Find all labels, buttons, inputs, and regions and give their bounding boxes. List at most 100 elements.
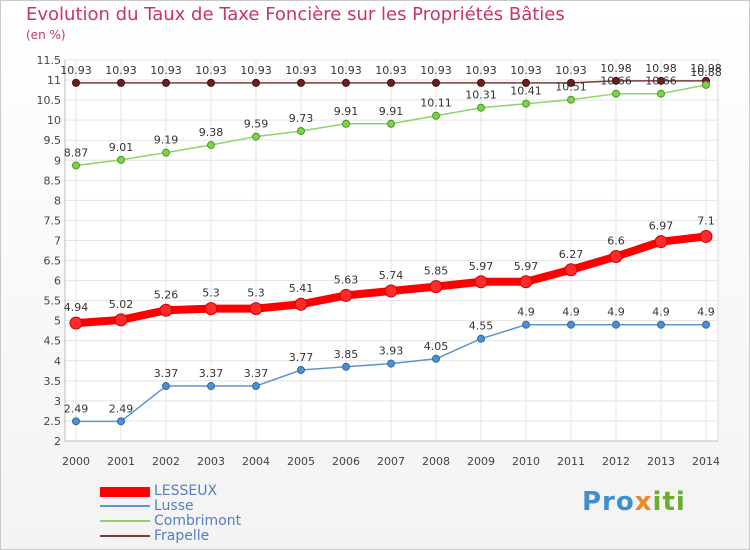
y-tick-label: 3 (54, 395, 61, 408)
data-point-frapelle (477, 78, 485, 87)
data-label-frapelle: 10.93 (465, 64, 497, 77)
data-label-combrimont: 9.73 (289, 112, 314, 125)
data-point-lesseux (114, 313, 128, 327)
data-label-lusse: 4.05 (424, 340, 449, 353)
legend-label-lusse: Lusse (154, 498, 194, 514)
data-point-lesseux (699, 229, 713, 243)
data-label-lusse: 4.9 (607, 306, 625, 319)
data-label-lesseux: 5.97 (514, 260, 539, 273)
data-point-frapelle (207, 78, 215, 87)
data-point-combrimont (252, 132, 260, 141)
data-point-lusse (207, 382, 215, 391)
data-label-combrimont: 10.88 (690, 66, 722, 79)
chart-title: Evolution du Taux de Taxe Foncière sur l… (26, 4, 565, 25)
x-tick-label: 2010 (512, 455, 540, 468)
data-label-combrimont: 9.38 (199, 126, 224, 139)
data-point-combrimont (702, 80, 710, 89)
data-point-frapelle (297, 78, 305, 87)
x-tick-label: 2002 (152, 455, 180, 468)
y-tick-label: 5 (54, 315, 61, 328)
data-point-combrimont (567, 95, 575, 104)
data-point-combrimont (117, 155, 125, 164)
data-point-lusse (477, 334, 485, 343)
data-point-lusse (522, 320, 530, 329)
y-tick-label: 11 (47, 74, 61, 87)
data-point-frapelle (432, 78, 440, 87)
data-label-combrimont: 8.87 (64, 146, 89, 159)
data-label-combrimont: 9.59 (244, 118, 269, 131)
data-label-lesseux: 6.6 (607, 235, 625, 248)
data-label-frapelle: 10.93 (510, 64, 542, 77)
data-point-combrimont (612, 89, 620, 98)
x-tick-label: 2001 (107, 455, 135, 468)
y-tick-label: 8.5 (44, 174, 62, 187)
data-point-combrimont (72, 161, 80, 170)
y-tick-label: 8 (54, 194, 61, 207)
data-point-frapelle (387, 78, 395, 87)
data-point-frapelle (72, 78, 80, 87)
data-label-combrimont: 10.66 (645, 75, 677, 88)
data-point-lesseux (204, 302, 218, 316)
data-label-lesseux: 4.94 (64, 301, 89, 314)
data-point-lesseux (69, 316, 83, 330)
data-point-frapelle (252, 78, 260, 87)
data-point-lesseux (654, 235, 668, 249)
data-label-lusse: 4.55 (469, 320, 494, 333)
data-point-lesseux (339, 288, 353, 302)
data-point-frapelle (522, 78, 530, 87)
data-label-frapelle: 10.93 (375, 64, 407, 77)
data-point-combrimont (522, 99, 530, 108)
y-tick-label: 2.5 (44, 415, 62, 428)
data-label-lesseux: 5.3 (202, 287, 220, 300)
data-point-lesseux (429, 280, 443, 294)
x-tick-label: 2013 (647, 455, 675, 468)
y-tick-label: 10.5 (37, 94, 62, 107)
data-point-combrimont (342, 119, 350, 128)
data-label-frapelle: 10.93 (150, 64, 182, 77)
data-point-lusse (657, 320, 665, 329)
y-tick-label: 9.5 (44, 134, 62, 147)
data-label-lesseux: 6.97 (649, 220, 674, 233)
data-label-frapelle: 10.93 (555, 64, 587, 77)
data-point-lusse (702, 320, 710, 329)
y-tick-label: 5.5 (44, 295, 62, 308)
data-point-lusse (252, 382, 260, 391)
data-point-lesseux (294, 297, 308, 311)
data-label-frapelle: 10.93 (330, 64, 362, 77)
data-label-lusse: 3.85 (334, 348, 359, 361)
data-point-lesseux (159, 303, 173, 317)
data-label-lesseux: 5.85 (424, 265, 449, 278)
data-point-lesseux (609, 250, 623, 264)
data-point-combrimont (162, 148, 170, 157)
data-label-frapelle: 10.93 (240, 64, 272, 77)
data-label-combrimont: 10.51 (555, 81, 587, 94)
data-label-lusse: 3.37 (154, 367, 179, 380)
x-tick-label: 2007 (377, 455, 405, 468)
x-tick-label: 2005 (287, 455, 315, 468)
y-tick-label: 10 (47, 114, 61, 127)
data-point-lusse (432, 354, 440, 363)
data-label-combrimont: 9.91 (379, 105, 404, 118)
data-point-combrimont (297, 126, 305, 135)
data-label-lusse: 4.9 (517, 306, 535, 319)
data-point-lusse (72, 417, 80, 426)
data-label-combrimont: 9.91 (334, 105, 359, 118)
data-point-frapelle (612, 76, 620, 85)
x-tick-label: 2003 (197, 455, 225, 468)
data-label-combrimont: 10.41 (510, 85, 542, 98)
y-tick-label: 7 (54, 234, 61, 247)
data-point-lusse (612, 320, 620, 329)
legend-swatch-lesseux (100, 487, 150, 497)
legend-swatch-frapelle (100, 535, 150, 537)
data-label-lesseux: 5.02 (109, 298, 134, 311)
data-label-lesseux: 7.1 (697, 214, 715, 227)
x-tick-label: 2004 (242, 455, 270, 468)
data-point-lesseux (564, 263, 578, 277)
y-tick-label: 11.5 (37, 54, 62, 67)
data-label-lusse: 3.77 (289, 351, 314, 364)
data-point-frapelle (117, 78, 125, 87)
legend-label-combrimont: Combrimont (154, 513, 242, 529)
legend-swatch-lusse (100, 505, 150, 507)
x-tick-label: 2012 (602, 455, 630, 468)
data-label-frapelle: 10.93 (105, 64, 137, 77)
